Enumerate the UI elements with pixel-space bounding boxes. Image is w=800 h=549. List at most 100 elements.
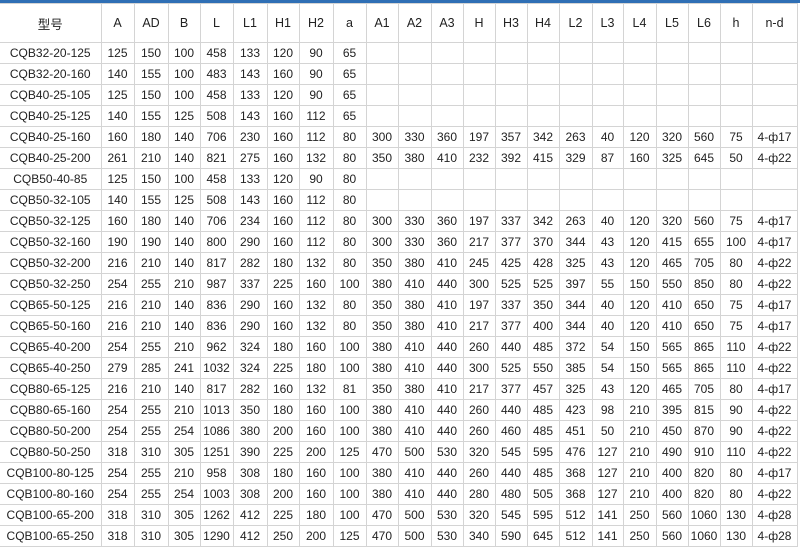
value-cell: 197 bbox=[462, 210, 496, 232]
value-cell: 141 bbox=[591, 504, 624, 526]
value-cell: 80 bbox=[332, 315, 367, 337]
value-cell bbox=[526, 63, 560, 85]
value-cell: 450 bbox=[655, 420, 689, 442]
value-cell: 125 bbox=[100, 84, 135, 106]
value-cell: 81 bbox=[332, 378, 367, 400]
value-cell: 200 bbox=[298, 525, 334, 547]
column-header: L1 bbox=[232, 3, 268, 43]
model-cell: CQB100-65-200 bbox=[0, 504, 102, 526]
table-row: CQB80-50-250 318 310 305 1251 390 225 200 125 470… bbox=[0, 441, 798, 463]
value-cell: 483 bbox=[199, 63, 234, 85]
column-header: H1 bbox=[266, 3, 300, 43]
value-cell: 836 bbox=[199, 315, 234, 337]
value-cell: 380 bbox=[365, 357, 399, 379]
value-cell: 645 bbox=[526, 525, 560, 547]
value-cell: 75 bbox=[719, 294, 753, 316]
value-cell: 210 bbox=[133, 378, 169, 400]
value-cell bbox=[622, 168, 657, 190]
value-cell: 1013 bbox=[199, 399, 234, 421]
model-cell: CQB40-25-125 bbox=[0, 105, 102, 127]
model-cell: CQB65-40-200 bbox=[0, 336, 102, 358]
value-cell: 225 bbox=[266, 357, 300, 379]
value-cell: 180 bbox=[266, 336, 300, 358]
value-cell: 320 bbox=[655, 126, 689, 148]
value-cell bbox=[591, 42, 624, 64]
value-cell: 133 bbox=[232, 168, 268, 190]
value-cell: 160 bbox=[266, 294, 300, 316]
value-cell: 350 bbox=[365, 378, 399, 400]
value-cell: 150 bbox=[622, 336, 657, 358]
value-cell: 160 bbox=[266, 147, 300, 169]
value-cell: 305 bbox=[167, 504, 201, 526]
value-cell: 655 bbox=[687, 231, 721, 253]
column-header: 型号 bbox=[0, 3, 102, 43]
value-cell: 250 bbox=[266, 525, 300, 547]
value-cell: 120 bbox=[266, 42, 300, 64]
model-cell: CQB80-50-250 bbox=[0, 441, 102, 463]
value-cell: 90 bbox=[719, 399, 753, 421]
value-cell bbox=[687, 42, 721, 64]
value-cell bbox=[526, 84, 560, 106]
value-cell: 80 bbox=[719, 273, 753, 295]
value-cell: 330 bbox=[397, 126, 432, 148]
value-cell: 255 bbox=[133, 420, 169, 442]
value-cell: 155 bbox=[133, 105, 169, 127]
table-row: CQB50-32-160 190 190 140 800 290 160 112 80 300 33… bbox=[0, 231, 798, 253]
value-cell bbox=[655, 168, 689, 190]
value-cell: 120 bbox=[622, 126, 657, 148]
value-cell: 380 bbox=[397, 378, 432, 400]
value-cell: 160 bbox=[266, 105, 300, 127]
table-row: CQB40-25-105 125 150 100 458 133 120 90 65 bbox=[0, 84, 798, 106]
value-cell: 180 bbox=[298, 504, 334, 526]
value-cell: 250 bbox=[622, 504, 657, 526]
value-cell: 1251 bbox=[199, 441, 234, 463]
value-cell: 65 bbox=[332, 105, 367, 127]
value-cell: 190 bbox=[133, 231, 169, 253]
value-cell: 280 bbox=[462, 483, 496, 505]
value-cell: 290 bbox=[232, 315, 268, 337]
value-cell: 310 bbox=[133, 504, 169, 526]
value-cell: 821 bbox=[199, 147, 234, 169]
value-cell: 305 bbox=[167, 441, 201, 463]
value-cell: 410 bbox=[397, 399, 432, 421]
value-cell bbox=[430, 168, 464, 190]
value-cell: 160 bbox=[298, 399, 334, 421]
value-cell: 360 bbox=[430, 231, 464, 253]
value-cell: 1060 bbox=[687, 504, 721, 526]
value-cell bbox=[397, 42, 432, 64]
value-cell: 275 bbox=[232, 147, 268, 169]
value-cell bbox=[751, 189, 798, 211]
table-row: CQB50-32-250 254 255 210 987 337 225 160 100 380 4… bbox=[0, 273, 798, 295]
value-cell: 850 bbox=[687, 273, 721, 295]
value-cell: 342 bbox=[526, 126, 560, 148]
value-cell: 440 bbox=[430, 273, 464, 295]
value-cell: 910 bbox=[687, 441, 721, 463]
value-cell: 155 bbox=[133, 189, 169, 211]
value-cell bbox=[558, 105, 593, 127]
value-cell: 508 bbox=[199, 105, 234, 127]
model-cell: CQB65-50-160 bbox=[0, 315, 102, 337]
model-cell: CQB65-50-125 bbox=[0, 294, 102, 316]
value-cell: 310 bbox=[133, 441, 169, 463]
value-cell: 80 bbox=[332, 231, 367, 253]
value-cell: 650 bbox=[687, 294, 721, 316]
table-row: CQB65-50-160 216 210 140 836 290 160 132 80 350 38… bbox=[0, 315, 798, 337]
value-cell: 410 bbox=[397, 462, 432, 484]
value-cell: 410 bbox=[397, 336, 432, 358]
value-cell: 380 bbox=[397, 294, 432, 316]
value-cell: 255 bbox=[133, 462, 169, 484]
value-cell: 815 bbox=[687, 399, 721, 421]
value-cell: 1003 bbox=[199, 483, 234, 505]
value-cell: 40 bbox=[591, 294, 624, 316]
value-cell: 545 bbox=[494, 441, 528, 463]
value-cell: 508 bbox=[199, 189, 234, 211]
value-cell: 415 bbox=[655, 231, 689, 253]
value-cell: 344 bbox=[558, 315, 593, 337]
value-cell: 410 bbox=[655, 315, 689, 337]
value-cell: 550 bbox=[655, 273, 689, 295]
value-cell: 4-ф17 bbox=[751, 231, 798, 253]
value-cell: 380 bbox=[397, 147, 432, 169]
value-cell: 80 bbox=[332, 210, 367, 232]
value-cell: 290 bbox=[232, 294, 268, 316]
value-cell: 400 bbox=[655, 462, 689, 484]
